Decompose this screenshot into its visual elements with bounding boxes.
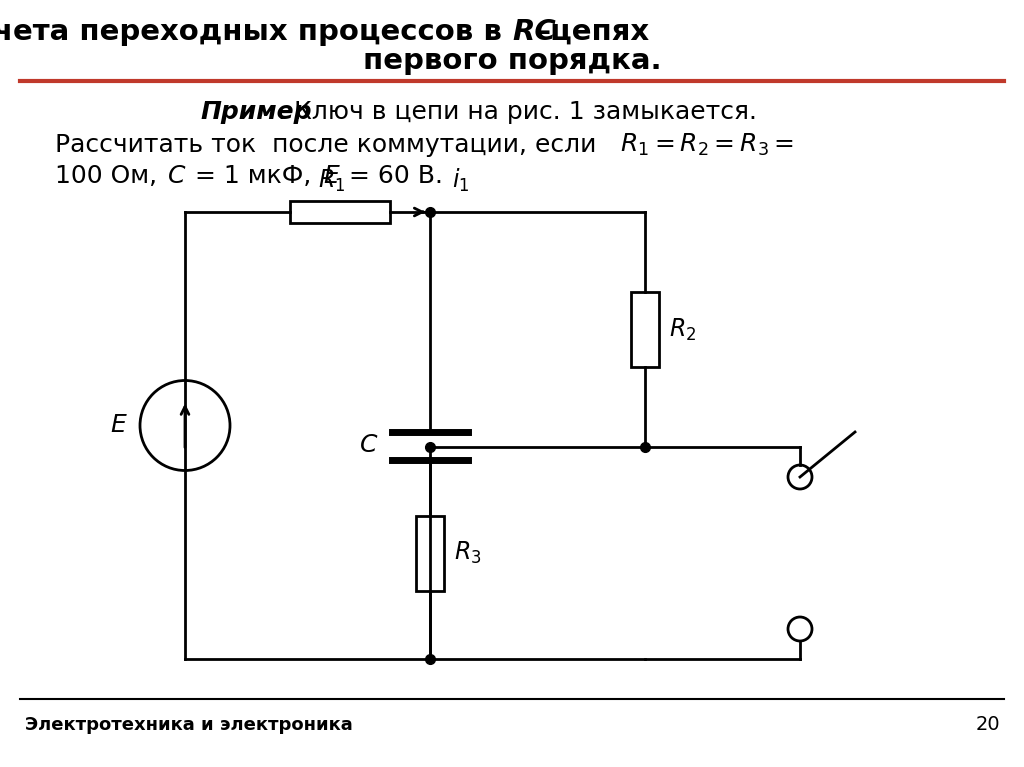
- Text: 20: 20: [976, 716, 1000, 735]
- Text: $R_1 = R_2 = R_3 =$: $R_1 = R_2 = R_3 =$: [620, 132, 794, 158]
- Text: $C$: $C$: [358, 433, 378, 457]
- Text: $R_3$: $R_3$: [454, 540, 481, 566]
- Text: $R_1$: $R_1$: [318, 168, 346, 194]
- Text: 100 Ом,: 100 Ом,: [55, 164, 165, 188]
- Bar: [290, 201, 390, 223]
- Text: -цепях: -цепях: [538, 18, 649, 46]
- Text: = 60 В.: = 60 В.: [341, 164, 443, 188]
- Text: первого порядка.: первого порядка.: [362, 47, 662, 75]
- Text: $C$: $C$: [167, 164, 186, 188]
- Bar: [631, 292, 659, 367]
- Text: . Ключ в цепи на рис. 1 замыкается.: . Ключ в цепи на рис. 1 замыкается.: [278, 100, 757, 124]
- Text: = 1 мкФ,: = 1 мкФ,: [187, 164, 319, 188]
- Text: Пример: Пример: [200, 100, 311, 124]
- Text: $E$: $E$: [323, 164, 341, 188]
- Bar: [416, 515, 444, 591]
- Text: Рассчитать ток  после коммутации, если: Рассчитать ток после коммутации, если: [55, 133, 604, 157]
- Text: $R_2$: $R_2$: [669, 317, 696, 343]
- Text: Пример расчета переходных процессов в: Пример расчета переходных процессов в: [0, 18, 512, 46]
- Text: Электротехника и электроника: Электротехника и электроника: [25, 716, 352, 734]
- Text: $i_1$: $i_1$: [452, 166, 469, 194]
- Text: RC: RC: [512, 18, 556, 46]
- Text: $E$: $E$: [111, 413, 128, 437]
